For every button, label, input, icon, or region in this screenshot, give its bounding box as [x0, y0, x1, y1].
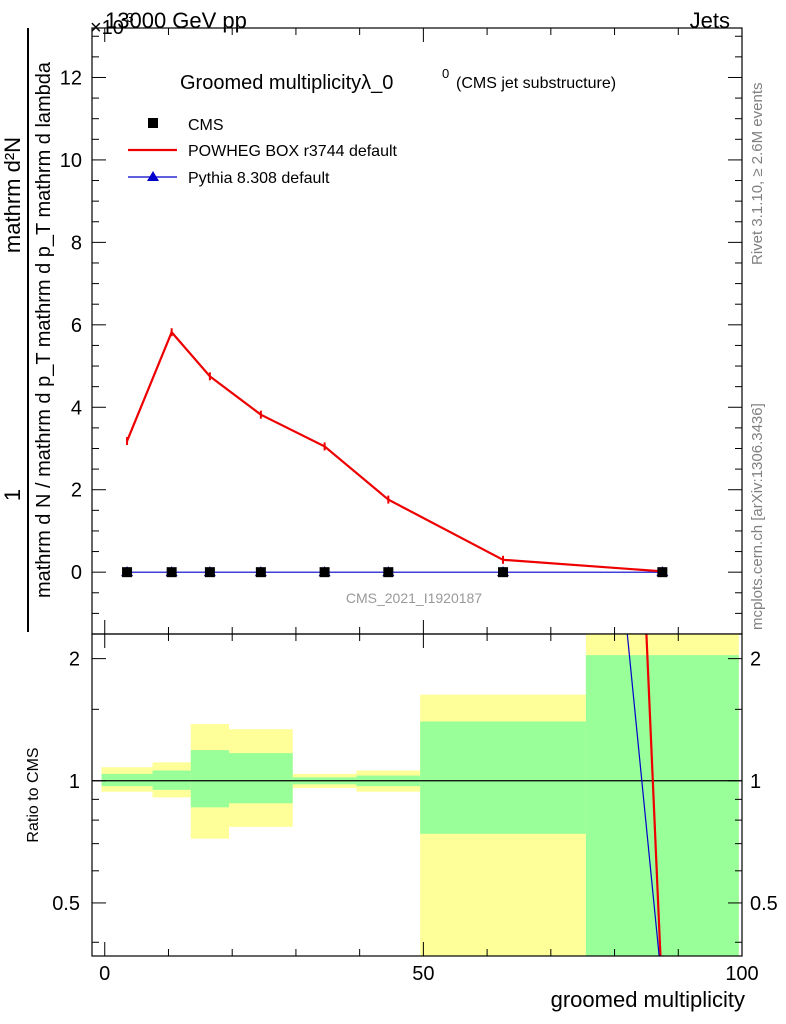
energy-label: 13000 GeV pp: [105, 8, 247, 33]
ratio-ytick-label-left: 2: [69, 649, 80, 671]
ratio-inner-band: [585, 655, 739, 956]
main-ytick-label: 0: [71, 562, 82, 584]
ratio-panel: 0.5 0.5 1 1 2 2 0 50 100: [52, 633, 778, 985]
main-ytick-label: 2: [71, 480, 82, 502]
ratio-inner-band: [152, 770, 191, 790]
ratio-ytick-label-right: 1: [750, 771, 761, 793]
cms-data-point: [255, 567, 266, 578]
main-ytick-label: 4: [71, 397, 82, 419]
ratio-inner-band: [420, 721, 586, 834]
ratio-xtick-label: 100: [725, 963, 758, 985]
main-y-label: 1 mathrm d²N mathrm d N / mathrm d p_T m…: [0, 28, 55, 632]
legend-cms-label: CMS: [188, 117, 224, 134]
mcplots-label: mcplots.cern.ch [arXiv:1306.3436]: [749, 403, 766, 630]
ratio-ytick-label-right: 0.5: [750, 893, 778, 915]
ylabel-prefix: 1: [0, 489, 25, 501]
rivet-label: Rivet 3.1.10, ≥ 2.6M events: [749, 83, 766, 266]
ratio-xtick-label: 50: [412, 963, 434, 985]
main-panel: 0 2 4 6 8 10 12: [60, 27, 743, 635]
ylabel-numerator: mathrm d²N: [0, 137, 25, 253]
ratio-ytick-label-left: 1: [69, 771, 80, 793]
ratio-ytick-label-right: 2: [750, 649, 761, 671]
ratio-inner-band: [190, 750, 230, 808]
plot-title-sup: 0: [442, 66, 449, 81]
main-ytick-label: 12: [60, 67, 82, 89]
ratio-inner-band: [101, 773, 153, 787]
cms-data-point: [204, 567, 215, 578]
plot-title-main: Groomed multiplicityλ_0: [180, 72, 393, 94]
main-ytick-label: 8: [71, 232, 82, 254]
x-axis-label: groomed multiplicity: [551, 987, 745, 1012]
legend-pythia-label: Pythia 8.308 default: [188, 170, 330, 187]
cms-data-point: [383, 567, 394, 578]
main-ytick-label: 10: [60, 150, 82, 172]
cms-data-point: [166, 567, 177, 578]
analysis-id: CMS_2021_I1920187: [346, 590, 482, 606]
ratio-frame: [91, 633, 743, 957]
cms-data-point: [498, 567, 509, 578]
legend-cms-marker: [148, 118, 158, 128]
exponent-label: -3: [122, 10, 134, 25]
main-ytick-label: 6: [71, 315, 82, 337]
ratio-xtick-label: 0: [99, 963, 110, 985]
plot-title-sub: (CMS jet substructure): [456, 75, 616, 92]
ylabel-denominator: mathrm d N / mathrm d p_T mathrm d p_T m…: [33, 61, 55, 598]
legend-powheg-label: POWHEG BOX r3744 default: [188, 143, 398, 160]
legend: CMS POWHEG BOX r3744 default Pythia 8.30…: [128, 117, 398, 187]
cms-data-point: [319, 567, 330, 578]
cms-data-point: [122, 567, 133, 578]
cms-data-point: [657, 567, 668, 578]
ratio-powheg-line: [645, 633, 662, 957]
ratio-pythia-line: [626, 633, 660, 957]
ratio-y-label: Ratio to CMS: [25, 747, 42, 842]
powheg-series-line: [126, 330, 663, 573]
plot-title: Groomed multiplicityλ_0 0 (CMS jet subst…: [180, 66, 616, 94]
process-label: Jets: [690, 8, 730, 33]
ratio-ytick-label-left: 0.5: [52, 893, 80, 915]
legend-pythia-marker: [147, 171, 159, 181]
ratio-inner-band: [229, 753, 293, 804]
